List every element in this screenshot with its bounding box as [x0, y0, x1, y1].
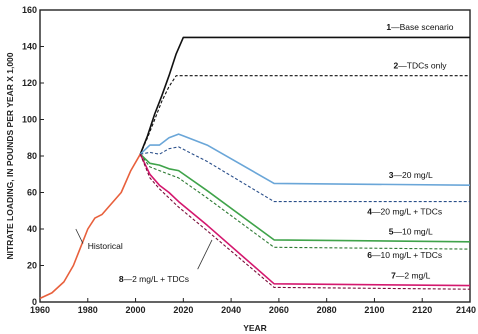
series-label: 8—2 mg/L + TDCs: [119, 274, 189, 284]
series-label-text: —2 mg/L: [396, 270, 431, 280]
series-label-text: —10 mg/L: [394, 226, 433, 236]
series-label-number: 5: [389, 226, 394, 236]
series-label: 3—20 mg/L: [389, 170, 433, 180]
x-tick-label: 2100: [364, 305, 384, 315]
y-tick-label: 0: [32, 297, 37, 307]
series-label-number: 6: [367, 250, 372, 260]
series-label-number: 1: [386, 22, 391, 32]
series-line-scenario-7: [139, 153, 471, 287]
x-axis-title: YEAR: [243, 323, 267, 333]
series-label-text: —Base scenario: [391, 22, 454, 32]
series-label: 7—2 mg/L: [391, 270, 430, 280]
y-axis-title: NITRATE LOADING, IN POUNDS PER YEAR X 1,…: [5, 52, 15, 259]
y-tick-label: 100: [22, 115, 37, 125]
x-tick-label: 2020: [173, 305, 193, 315]
series-label: 1—Base scenario: [386, 22, 453, 32]
scenario-8-leader: [197, 239, 213, 270]
series-line-scenario-6: [139, 153, 471, 250]
y-tick-label: 20: [27, 261, 37, 271]
series-layer: [39, 36, 471, 300]
y-tick-label: 120: [22, 78, 37, 88]
series-label: 5—10 mg/L: [389, 226, 433, 236]
x-tick-label: 1980: [78, 305, 98, 315]
x-tick-label: 2120: [412, 305, 432, 315]
y-tick-label: 60: [27, 188, 37, 198]
series-line-scenario-1: [139, 36, 470, 155]
series-line-scenario-4: [140, 146, 470, 203]
axis-ticks: 1960 1980 2000 2020 2040 2060 2080 2100 2120 2140…: [22, 5, 476, 315]
series-label-number: 8: [119, 274, 124, 284]
series-line-historical: [39, 153, 141, 300]
historical-leader: [75, 228, 84, 244]
series-label: 6—10 mg/L + TDCs: [367, 250, 442, 260]
series-label-number: 2: [394, 60, 399, 70]
series-label-text: —10 mg/L + TDCs: [372, 250, 442, 260]
y-tick-label: 80: [27, 151, 37, 161]
x-tick-label: 2060: [269, 305, 289, 315]
series-label-number: 7: [391, 270, 396, 280]
series-label: 4—20 mg/L + TDCs: [367, 206, 442, 216]
series-label-number: 3: [389, 170, 394, 180]
series-label-text: —20 mg/L + TDCs: [372, 206, 442, 216]
series-line-scenario-8: [139, 153, 471, 290]
series-line-scenario-2: [139, 75, 470, 155]
x-tick-label: 2000: [126, 305, 146, 315]
x-tick-label: 2140: [456, 305, 476, 315]
series-label-text: —2 mg/L + TDCs: [124, 274, 189, 284]
series-line-scenario-3: [139, 133, 471, 186]
plot-frame: [39, 9, 471, 303]
x-tick-label: 1960: [30, 305, 50, 315]
series-line-scenario-5: [139, 153, 471, 243]
x-tick-label: 2040: [221, 305, 241, 315]
series-label-text: —20 mg/L: [394, 170, 433, 180]
series-label: 2—TDCs only: [394, 60, 448, 70]
y-tick-label: 160: [22, 5, 37, 15]
y-tick-label: 140: [22, 42, 37, 52]
series-label-text: —TDCs only: [398, 60, 447, 70]
series-label: Historical: [88, 241, 123, 251]
series-label-number: 4: [367, 206, 372, 216]
y-tick-label: 40: [27, 224, 37, 234]
x-tick-label: 2080: [317, 305, 337, 315]
